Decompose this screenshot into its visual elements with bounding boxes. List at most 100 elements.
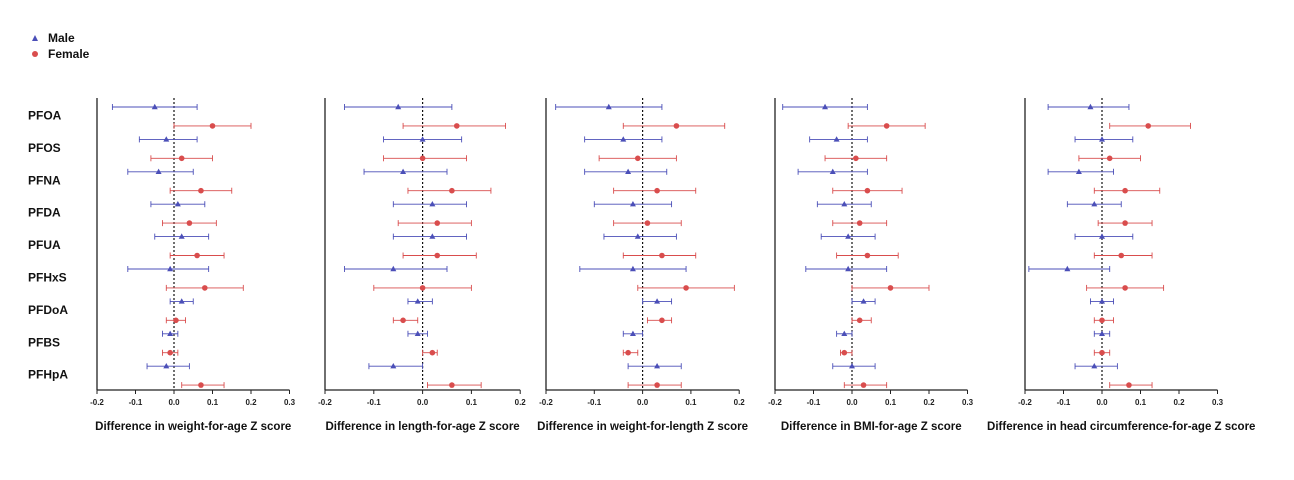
point-estimate-female [400, 317, 406, 324]
point-estimate-male [178, 233, 185, 239]
point-estimate-male [167, 330, 174, 336]
point-estimate-male [654, 298, 661, 304]
point-estimate-female [449, 382, 455, 388]
point-estimate-female [654, 382, 660, 388]
point-estimate-male [429, 201, 436, 207]
point-estimate-male [1087, 103, 1094, 110]
point-estimate-female [209, 123, 216, 129]
point-estimate-male [629, 265, 636, 272]
point-estimate-female [429, 349, 436, 356]
point-estimate-female [173, 317, 179, 324]
x-tick-label: -0.2 [90, 398, 104, 407]
point-estimate-female [1099, 349, 1105, 356]
point-estimate-female [1122, 187, 1128, 194]
point-estimate-female [853, 155, 859, 162]
point-estimate-male [860, 298, 867, 304]
x-tick-label: 0.0 [417, 398, 429, 407]
x-tick-label: 0.0 [1096, 398, 1108, 407]
x-tick-label: 0.1 [685, 398, 697, 407]
point-estimate-male [419, 136, 426, 142]
circle-marker-icon [30, 50, 40, 58]
point-estimate-male [163, 363, 170, 369]
point-estimate-male [1064, 265, 1071, 272]
x-tick-label: -0.1 [129, 398, 143, 407]
x-tick-label: 0.1 [207, 398, 219, 407]
category-label: PFHxS [28, 271, 67, 285]
category-label: PFOS [28, 141, 61, 155]
point-estimate-female [1126, 382, 1132, 388]
category-label: PFDoA [28, 303, 68, 317]
point-estimate-female [1145, 123, 1151, 129]
point-estimate-female [683, 285, 689, 291]
point-estimate-male [1099, 136, 1105, 142]
point-estimate-female [659, 317, 665, 324]
point-estimate-female [434, 220, 441, 226]
category-label: PFBS [28, 335, 60, 349]
x-axis-label: Difference in length-for-age Z score [325, 421, 519, 433]
point-estimate-male [414, 298, 421, 304]
point-estimate-male [163, 136, 170, 142]
legend-item-male: Male [30, 30, 89, 46]
x-axis-label: Difference in weight-for-age Z score [95, 421, 291, 433]
point-estimate-male [841, 330, 848, 336]
x-tick-label: 0.0 [637, 398, 649, 407]
point-estimate-female [434, 252, 441, 259]
legend-label-male: Male [48, 31, 75, 45]
point-estimate-male [654, 363, 661, 369]
point-estimate-female [860, 382, 867, 388]
point-estimate-female [194, 252, 200, 259]
point-estimate-male [841, 201, 848, 207]
point-estimate-male [1091, 363, 1098, 369]
point-estimate-male [155, 168, 162, 174]
x-tick-label: -0.2 [1018, 398, 1032, 407]
point-estimate-male [849, 363, 855, 369]
point-estimate-male [625, 168, 632, 174]
triangle-marker-icon [30, 34, 40, 42]
point-estimate-female [419, 285, 426, 291]
x-axis-label: Difference in head circumference-for-age… [987, 421, 1255, 433]
point-estimate-male [620, 136, 627, 142]
x-tick-label: -0.2 [768, 398, 782, 407]
x-tick-label: 0.2 [515, 398, 527, 407]
point-estimate-female [659, 252, 665, 259]
x-axis-label: Difference in BMI-for-age Z score [781, 421, 962, 433]
point-estimate-male [845, 265, 852, 272]
point-estimate-male [1099, 330, 1105, 336]
point-estimate-female [449, 187, 455, 194]
x-tick-label: 0.2 [923, 398, 935, 407]
point-estimate-male [1099, 233, 1105, 239]
point-estimate-male [605, 103, 612, 110]
point-estimate-male [634, 233, 641, 239]
point-estimate-male [167, 265, 174, 272]
point-estimate-female [1122, 285, 1128, 291]
legend-item-female: Female [30, 46, 89, 62]
x-tick-label: 0.0 [846, 398, 858, 407]
x-tick-label: -0.1 [1057, 398, 1071, 407]
point-estimate-female [864, 187, 871, 194]
category-label: PFOA [28, 109, 62, 123]
point-estimate-female [856, 220, 863, 226]
category-label: PFDA [28, 206, 61, 220]
point-estimate-male [629, 201, 636, 207]
point-estimate-female [1122, 220, 1128, 226]
x-tick-label: 0.1 [885, 398, 897, 407]
x-tick-label: 0.3 [284, 398, 296, 407]
x-tick-label: 0.3 [962, 398, 974, 407]
x-tick-label: 0.2 [245, 398, 257, 407]
point-estimate-female [883, 123, 890, 129]
x-tick-label: -0.1 [807, 398, 821, 407]
point-estimate-male [151, 103, 158, 110]
point-estimate-female [841, 349, 848, 356]
x-tick-label: -0.2 [318, 398, 332, 407]
point-estimate-male [390, 265, 397, 272]
point-estimate-female [654, 187, 660, 194]
point-estimate-female [178, 155, 185, 162]
point-estimate-female [186, 220, 193, 226]
point-estimate-male [629, 330, 636, 336]
point-estimate-female [644, 220, 651, 226]
x-tick-label: 0.0 [168, 398, 180, 407]
point-estimate-male [414, 330, 421, 336]
point-estimate-male [178, 298, 185, 304]
point-estimate-male [845, 233, 852, 239]
